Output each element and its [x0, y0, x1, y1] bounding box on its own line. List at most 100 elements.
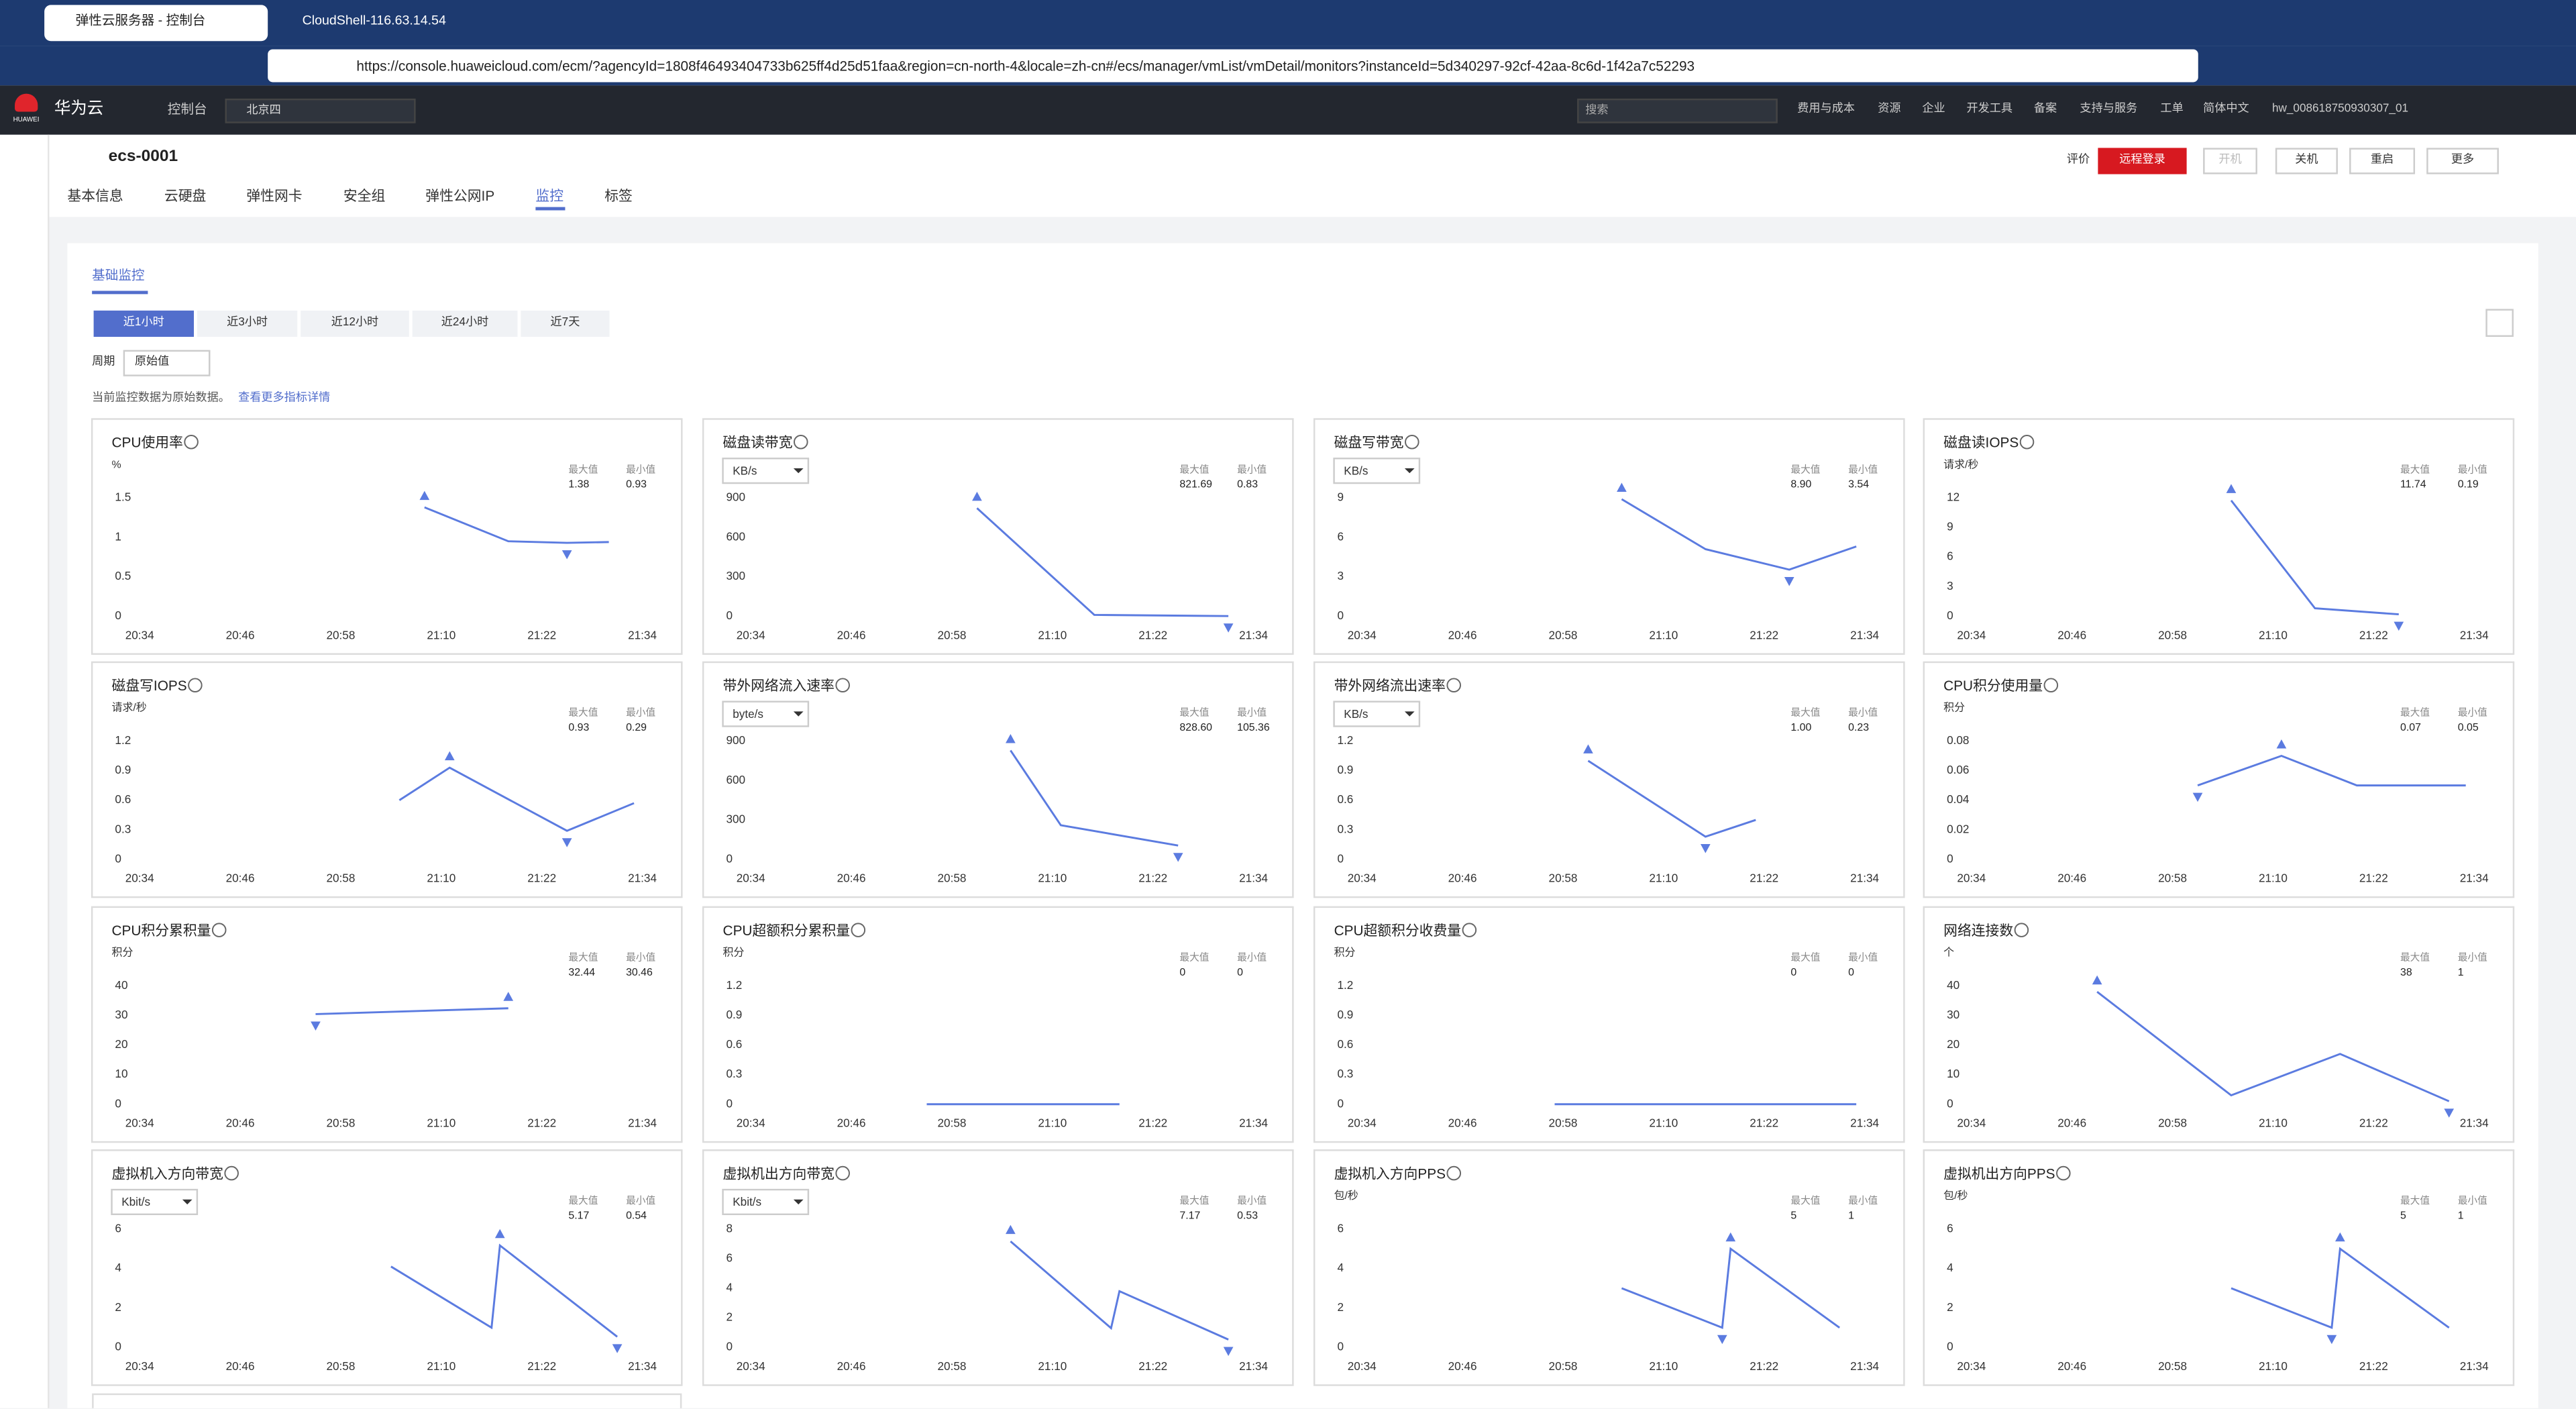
y-tick-label: 0.04 — [1947, 792, 1970, 806]
region-select[interactable] — [225, 98, 416, 123]
unit: 个 — [1943, 947, 1954, 959]
x-tick-label: 20:58 — [2158, 872, 2187, 885]
unit-select[interactable] — [722, 700, 810, 727]
y-tick-label: 600 — [726, 529, 745, 543]
action-button[interactable] — [2426, 148, 2499, 174]
action-button[interactable] — [2275, 148, 2338, 174]
data-line — [2231, 1247, 2450, 1329]
action-label[interactable]: 更多 — [2451, 154, 2475, 166]
instance-tab[interactable]: 安全组 — [343, 187, 386, 204]
y-tick-label: 6 — [1947, 550, 1953, 563]
range-button[interactable] — [197, 310, 298, 337]
card-frame — [91, 661, 683, 898]
x-tick-label: 21:34 — [1850, 628, 1879, 641]
unit: % — [112, 459, 121, 470]
instance-tab[interactable]: 弹性网卡 — [246, 187, 303, 204]
console-link[interactable]: 控制台 — [167, 101, 207, 117]
card-frame — [1923, 418, 2515, 655]
instance-tab[interactable]: 监控 — [535, 187, 564, 204]
card-frame — [1313, 661, 1905, 898]
section-tab[interactable]: 基础监控 — [92, 268, 145, 283]
action-button[interactable] — [2349, 148, 2416, 174]
nav-item[interactable]: 支持与服务 — [2080, 103, 2138, 115]
instance-tab[interactable]: 云硬盘 — [164, 187, 207, 204]
action-label[interactable]: 开机 — [2218, 154, 2242, 166]
max-value: 32.44 — [568, 967, 595, 978]
url-box[interactable] — [268, 49, 2198, 83]
max-label: 最大值 — [568, 1195, 598, 1206]
x-tick-label: 21:34 — [628, 1359, 657, 1373]
max-value: 828.60 — [1179, 722, 1212, 733]
y-tick-label: 6 — [1947, 1221, 1953, 1235]
nav-item[interactable]: 工单 — [2160, 103, 2184, 115]
unit-select[interactable] — [722, 458, 810, 484]
x-tick-label: 20:34 — [125, 1116, 154, 1130]
search-box[interactable] — [1577, 98, 1778, 123]
browser-tab-title[interactable]: CloudShell-116.63.14.54 — [302, 13, 446, 28]
range-label[interactable]: 近1小时 — [123, 317, 164, 329]
max-label: 最大值 — [1790, 952, 1820, 963]
select-arrow — [793, 711, 804, 717]
refresh-button[interactable] — [2485, 309, 2514, 337]
action-label[interactable]: 远程登录 — [2119, 154, 2165, 166]
action-label[interactable]: 评价 — [2066, 154, 2090, 166]
brand[interactable]: 华为云 — [54, 100, 104, 119]
unit-select[interactable] — [1333, 458, 1421, 484]
instance-tab[interactable]: 基本信息 — [67, 187, 123, 204]
range-label[interactable]: 近3小时 — [227, 317, 268, 329]
data-line — [398, 766, 635, 832]
more-link[interactable]: 查看更多指标详情 — [238, 393, 331, 405]
data-line — [2197, 754, 2466, 787]
x-tick-label: 21:34 — [2460, 628, 2489, 641]
instance-tab[interactable]: 弹性公网IP — [425, 187, 495, 204]
action-label[interactable]: 关机 — [2295, 154, 2318, 166]
max-value: 11.74 — [2400, 479, 2426, 490]
user[interactable]: hw_008618750930307_01 — [2271, 103, 2409, 115]
max-marker — [2335, 1232, 2345, 1242]
data-line — [1587, 760, 1756, 838]
unit-select[interactable] — [1333, 700, 1421, 727]
x-tick-label: 20:46 — [2057, 1359, 2086, 1373]
range-button[interactable] — [93, 310, 194, 337]
action-label[interactable]: 重启 — [2370, 154, 2394, 166]
max-label: 最大值 — [568, 707, 598, 719]
min-label: 最小值 — [1848, 1195, 1878, 1206]
nav-item[interactable]: 企业 — [1922, 103, 1945, 115]
card-frame — [1313, 418, 1905, 655]
min-value: 0.93 — [626, 479, 647, 490]
nav-item[interactable]: 备案 — [2033, 103, 2057, 115]
instance-tab[interactable]: 标签 — [604, 187, 633, 204]
nav-item[interactable]: 资源 — [1878, 103, 1901, 115]
y-tick-label: 0.6 — [726, 1037, 742, 1051]
y-tick-label: 0 — [1337, 1096, 1344, 1110]
browser-tab-title[interactable]: 弹性云服务器 - 控制台 — [75, 13, 206, 28]
unit-select[interactable] — [111, 1188, 199, 1216]
y-tick-label: 0.08 — [1947, 733, 1969, 747]
range-label[interactable]: 近24小时 — [441, 317, 489, 329]
x-tick-label: 21:10 — [1038, 872, 1067, 885]
range-button[interactable] — [301, 310, 409, 337]
x-tick-label: 21:34 — [628, 1116, 657, 1130]
nav-item[interactable]: 简体中文 — [2203, 103, 2249, 115]
action-button[interactable] — [2098, 148, 2187, 174]
max-value: 821.69 — [1179, 479, 1212, 490]
nav-item[interactable]: 开发工具 — [1966, 103, 2013, 115]
action-button[interactable] — [2203, 148, 2257, 174]
range-button[interactable] — [521, 310, 610, 337]
min-marker — [2192, 792, 2203, 802]
nav-item[interactable]: 费用与成本 — [1797, 103, 1855, 115]
max-label: 最大值 — [568, 952, 598, 963]
range-button[interactable] — [412, 310, 518, 337]
min-label: 最小值 — [626, 952, 655, 963]
period-select[interactable] — [123, 350, 211, 376]
range-label[interactable]: 近7天 — [550, 317, 580, 329]
y-tick-label: 9 — [1947, 520, 1953, 533]
tab-active[interactable] — [44, 5, 268, 42]
min-label: 最小值 — [2458, 1195, 2487, 1206]
unit-select[interactable] — [722, 1188, 810, 1216]
unit: KB/s — [733, 464, 757, 477]
range-label[interactable]: 近12小时 — [331, 317, 379, 329]
y-tick-label: 4 — [115, 1261, 121, 1274]
url[interactable]: https://console.huaweicloud.com/ecm/?age… — [356, 57, 1695, 74]
